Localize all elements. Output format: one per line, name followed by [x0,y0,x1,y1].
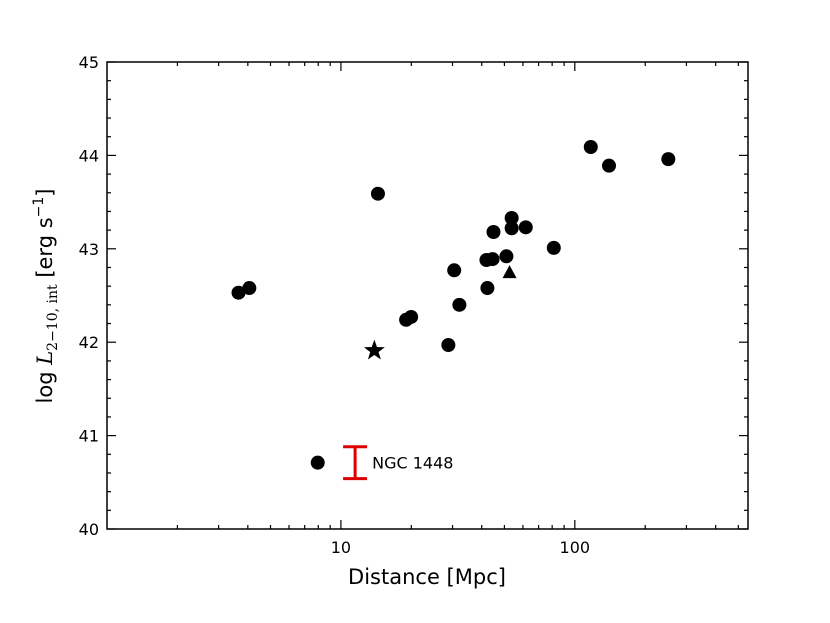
data-point [602,158,617,173]
data-point [480,281,495,296]
y-tick-label: 40 [79,520,99,539]
star-point [363,339,385,360]
y-label-part: log [33,365,57,404]
plot-frame [106,61,749,530]
x-tick-label: 100 [560,538,591,557]
y-label-part: [erg s [33,217,57,284]
data-point [447,263,462,278]
data-point [583,139,598,154]
data-point [310,455,325,470]
data-point [504,221,519,236]
y-tick-label: 41 [79,427,99,446]
y-label-part: 2−10, int [45,284,61,351]
y-label-part: L [33,351,57,366]
y-tick-label: 45 [79,53,99,72]
x-axis-label: Distance [Mpc] [348,565,506,589]
data-point [518,220,533,235]
data-point [370,186,385,201]
data-point [452,297,467,312]
y-tick-label: 44 [79,146,99,165]
data-point [485,252,500,267]
y-label-part: −1 [31,197,47,218]
data-point [441,338,456,353]
y-tick-label: 43 [79,240,99,259]
data-point [242,281,257,296]
x-tick-label: 10 [331,538,351,557]
error-bar [343,445,368,481]
y-tick-label: 42 [79,333,99,352]
y-axis-label: log L2−10, int [erg s−1] [31,189,61,404]
data-point [546,240,561,255]
annotation: NGC 1448 [372,454,453,473]
data-point [486,224,501,239]
y-label-part: ] [33,189,57,197]
data-point [231,285,246,300]
data-point [661,152,676,167]
data-point [404,309,419,324]
triangle-point [502,265,517,279]
data-point [504,210,519,225]
data-point [499,249,514,264]
